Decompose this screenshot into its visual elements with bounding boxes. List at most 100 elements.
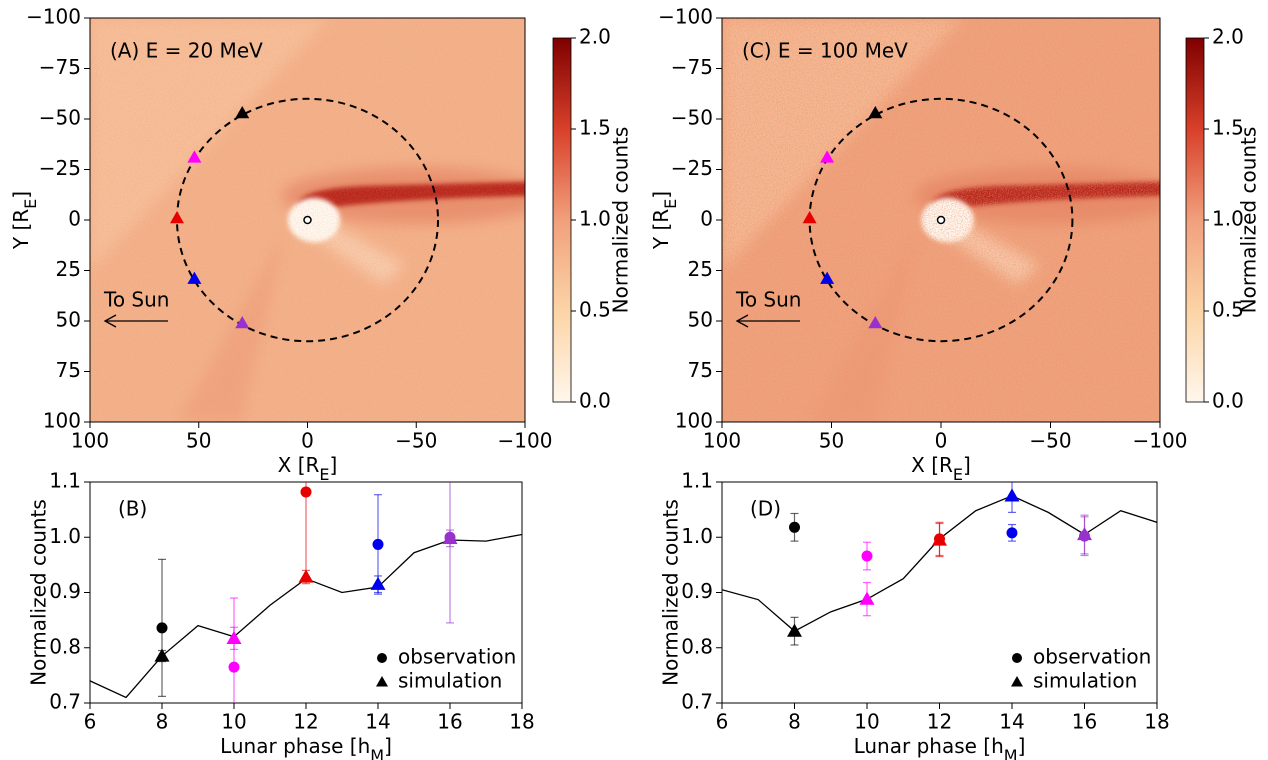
label-subscript: E [953, 465, 963, 484]
position-marker [187, 271, 202, 284]
label-subscript: E [319, 465, 329, 484]
colorbar-tick-label: 2.0 [1212, 25, 1244, 49]
x-axis-label: X [RE] [278, 453, 338, 485]
observation-point [300, 486, 312, 498]
label-subscript: M [370, 746, 384, 760]
observation-point [228, 661, 240, 673]
label-text: Lunar phase [h [220, 734, 370, 758]
panel-label: (C) E = 100 MeV [742, 39, 908, 63]
colorbar-tick-label: 2.0 [579, 25, 611, 49]
label-text: ] [963, 453, 971, 477]
colorbar-tick-label: 0.5 [579, 298, 611, 322]
y-tick-label: 0.7 [681, 690, 713, 714]
y-tick-label: 1.0 [681, 524, 713, 548]
legend-label: observation [1033, 645, 1151, 669]
y-tick-label: −50 [671, 106, 713, 130]
label-text: Lunar phase [h [854, 734, 1004, 758]
x-tick-label: 8 [788, 710, 801, 734]
arrow-label: To Sun [735, 288, 801, 312]
observation-point [372, 538, 384, 550]
position-marker [187, 150, 202, 163]
y-tick-label: 1.0 [49, 524, 81, 548]
simulation-point [787, 623, 802, 637]
y-tick-label: 0.8 [681, 634, 713, 658]
y-tick-label: 25 [56, 257, 81, 281]
legend-marker [1012, 653, 1022, 663]
label-text: ] [330, 453, 338, 477]
simulation-point [1004, 488, 1020, 502]
simulation-point [442, 530, 458, 544]
y-tick-label: 0.8 [49, 634, 81, 658]
y-tick-label: −25 [671, 156, 713, 180]
legend-label: simulation [398, 669, 502, 693]
x-tick-label: 18 [1144, 710, 1169, 734]
label-subscript: E [21, 199, 40, 209]
label-text: ] [649, 191, 673, 199]
y-tick-label: −25 [39, 156, 81, 180]
label-text: X [R [278, 453, 320, 477]
x-tick-label: 100 [703, 429, 741, 453]
observation-point [861, 550, 873, 562]
x-tick-label: −100 [498, 429, 553, 453]
colorbar-label: Normalized counts [609, 127, 633, 314]
position-marker [820, 271, 835, 284]
x-tick-label: 6 [84, 710, 97, 734]
colorbar-tick-label: 0.0 [1212, 389, 1244, 413]
legend-label: observation [398, 645, 516, 669]
x-tick-label: 6 [716, 710, 729, 734]
x-tick-label: 8 [156, 710, 169, 734]
y-tick-label: −75 [671, 55, 713, 79]
label-text: Y [R [649, 209, 673, 250]
image-background [90, 18, 525, 422]
y-tick-label: 75 [56, 358, 81, 382]
observation-point [789, 521, 800, 533]
legend-marker [376, 676, 388, 687]
y-axis-label: Normalized counts [27, 499, 51, 686]
label-subscript: M [1004, 746, 1018, 760]
panel-label: (D) [750, 497, 781, 521]
colorbar-tick-label: 1.0 [579, 207, 611, 231]
colorbar-tick-label: 0.5 [1212, 298, 1244, 322]
position-marker [802, 211, 817, 224]
y-tick-label: 50 [56, 308, 81, 332]
y-tick-label: 75 [688, 358, 713, 382]
position-marker [868, 105, 883, 119]
x-tick-label: −100 [1133, 429, 1188, 453]
legend-label: simulation [1033, 669, 1137, 693]
x-tick-label: −50 [1029, 429, 1071, 453]
panel-label: (B) [118, 497, 147, 521]
simulation-point [859, 591, 875, 605]
position-marker [868, 316, 883, 329]
plot-area [722, 482, 1157, 646]
label-text: ] [1018, 734, 1026, 758]
colorbar-tick-label: 0.0 [579, 389, 611, 413]
simulation-point [154, 648, 170, 662]
colorbar-tick-label: 1.5 [1212, 116, 1244, 140]
arrow-head [735, 314, 749, 328]
label-text: X [R [911, 453, 953, 477]
colorbar [552, 37, 572, 403]
x-tick-label: 16 [437, 710, 462, 734]
x-tick-label: 18 [509, 710, 534, 734]
colorbar-label: Normalized counts [1237, 127, 1261, 314]
simulation-point [1077, 526, 1092, 541]
y-tick-label: −75 [39, 55, 81, 79]
y-tick-label: −100 [26, 5, 81, 29]
y-tick-label: 1.1 [681, 469, 713, 493]
y-axis-label: Y [RE] [649, 191, 681, 250]
x-tick-label: 10 [221, 710, 246, 734]
y-tick-label: 0.7 [49, 690, 81, 714]
position-marker [820, 150, 835, 163]
colorbar-tick-label: 1.5 [579, 116, 611, 140]
x-axis-label: X [RE] [911, 453, 971, 485]
label-text: ] [9, 191, 33, 199]
panel-label: (A) E = 20 MeV [110, 39, 263, 63]
legend-marker [377, 653, 387, 663]
label-subscript: E [661, 199, 680, 209]
y-axis-label: Normalized counts [659, 499, 683, 686]
y-axis-label: Y [RE] [9, 191, 41, 250]
x-tick-label: 100 [71, 429, 109, 453]
arrow-label: To Sun [103, 288, 169, 312]
